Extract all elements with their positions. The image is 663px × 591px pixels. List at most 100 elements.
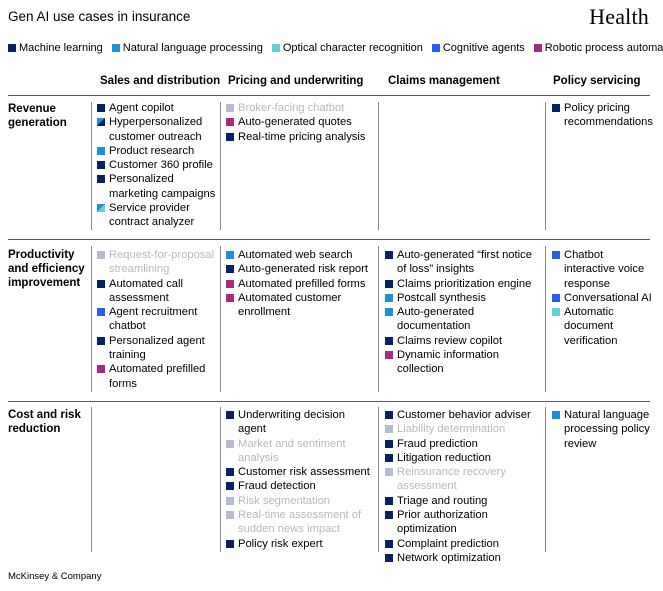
category-swatch: [226, 265, 234, 274]
use-case-label: Agent recruitment chatbot: [109, 306, 198, 333]
cell-revenue-sales: Agent copilot Hyperpersonalized customer …: [97, 101, 217, 230]
category-swatch: [97, 104, 105, 112]
category-swatch: [385, 351, 393, 360]
use-case-label: Automated prefilled forms: [238, 277, 366, 290]
category-swatch: [385, 251, 393, 259]
column-divider: [545, 407, 546, 552]
column-divider: [545, 246, 546, 392]
use-case-item: Auto-generated “first notice of loss” in…: [385, 248, 543, 277]
use-case-label: Chatbot interactive voice response: [564, 249, 645, 290]
use-case-label: Fraud prediction: [397, 437, 478, 450]
category-swatch: [552, 251, 560, 259]
legend-item-ocr: Optical character recognition: [271, 42, 423, 54]
use-case-item: Risk segmentation: [226, 494, 376, 508]
row-label-productivity: Productivity and efficiency improvement: [8, 249, 85, 289]
use-case-item: Hyperpersonalized customer outreach: [97, 115, 217, 144]
use-case-item: Customer risk assessment: [226, 465, 376, 479]
cell-revenue-pricing: Broker-facing chatbot Auto-generated quot…: [226, 101, 376, 144]
use-case-item: Policy pricing recommendations: [552, 101, 656, 130]
use-case-label: Prior authorization optimization: [397, 509, 488, 536]
use-case-item: Reinsurance recovery assessment: [385, 465, 543, 494]
use-case-item: Underwriting decision agent: [226, 408, 376, 437]
category-swatch: [226, 293, 234, 302]
use-case-label: Real-time assessment of sudden news impa…: [238, 509, 362, 536]
use-case-item: Service provider contract analyzer: [97, 201, 217, 230]
use-case-label: Litigation reduction: [397, 451, 491, 464]
use-case-label: Claims review copilot: [397, 334, 503, 347]
use-case-label: Automated call assessment: [109, 277, 184, 304]
category-swatch: [226, 104, 234, 112]
category-swatch: [226, 251, 234, 259]
use-case-item: Postcall synthesis: [385, 291, 543, 305]
category-swatch: [385, 439, 393, 448]
category-swatch: [552, 293, 560, 302]
category-swatch: [226, 496, 234, 505]
use-case-label: Hyperpersonalized customer outreach: [109, 116, 203, 143]
use-case-label: Personalized agent training: [109, 334, 205, 362]
use-case-label: Customer behavior adviser: [397, 409, 531, 421]
use-case-label: Claims prioritization engine: [397, 277, 532, 290]
use-case-item: Product research: [97, 144, 217, 158]
column-header-sales: Sales and distribution: [100, 75, 221, 87]
legend-label: Cognitive agents: [442, 42, 525, 54]
use-case-item: Automated prefilled forms: [97, 362, 217, 391]
use-case-label: Automated web search: [238, 249, 353, 261]
use-case-item: Automatic document verification: [552, 305, 656, 348]
use-case-label: Market and sentiment analysis: [238, 437, 346, 464]
category-swatch: [385, 336, 393, 345]
category-swatch: [97, 146, 105, 155]
footer-source: McKinsey & Company: [8, 571, 102, 582]
category-swatch: [226, 132, 234, 141]
row-divider: [8, 401, 650, 402]
use-case-item: Real-time pricing analysis: [226, 130, 376, 144]
column-divider: [220, 246, 221, 392]
use-case-item: Fraud detection: [226, 479, 376, 493]
use-case-label: Dynamic information collection: [397, 349, 499, 376]
use-case-label: Automated customer enrollment: [238, 291, 342, 319]
use-case-item: Broker-facing chatbot: [226, 101, 376, 115]
use-case-item: Auto-generated quotes: [226, 115, 376, 129]
use-case-item: Automated web search: [226, 248, 376, 262]
category-swatch: [97, 118, 105, 127]
category-swatch: [226, 118, 234, 127]
legend-swatch: [8, 44, 16, 52]
use-case-item: Complaint prediction: [385, 537, 543, 551]
use-case-label: Request-for-proposal streamlining: [109, 249, 215, 276]
category-swatch: [385, 293, 393, 302]
use-case-item: Customer 360 profile: [97, 158, 217, 172]
use-case-item: Claims prioritization engine: [385, 277, 543, 291]
use-case-label: Real-time pricing analysis: [238, 130, 366, 143]
legend-swatch: [533, 44, 542, 52]
legend-item-rpa: Robotic process automation: [533, 42, 663, 54]
cell-cost-risk-pricing: Underwriting decision agent Market and se…: [226, 408, 376, 551]
use-case-item: Conversational AI: [552, 291, 656, 305]
use-case-item: Auto-generated documentation: [385, 305, 543, 334]
use-case-label: Fraud detection: [238, 480, 316, 493]
legend-item-nlp: Natural language processing: [111, 42, 263, 54]
category-swatch: [385, 468, 393, 477]
use-case-label: Product research: [109, 144, 195, 157]
use-case-item: Agent recruitment chatbot: [97, 305, 217, 334]
category-swatch: [385, 539, 393, 548]
category-swatch: [385, 553, 393, 562]
brand-logo: Health: [589, 4, 649, 29]
use-case-label: Natural language processing policy revie…: [564, 409, 650, 450]
legend-item-cognitive-agents: Cognitive agents: [431, 42, 525, 54]
category-swatch: [385, 453, 393, 462]
category-swatch: [552, 104, 560, 112]
legend-swatch: [111, 44, 120, 52]
use-case-item: Customer behavior adviser: [385, 408, 543, 422]
category-swatch: [97, 365, 105, 374]
column-divider: [91, 102, 92, 230]
category-swatch: [97, 161, 105, 170]
use-case-label: Risk segmentation: [238, 494, 331, 507]
cell-revenue-policy: Policy pricing recommendations: [552, 101, 656, 130]
category-swatch: [226, 279, 234, 288]
use-case-item: Fraud prediction: [385, 437, 543, 451]
use-case-label: Customer 360 profile: [109, 159, 213, 172]
row-divider: [8, 95, 650, 96]
use-case-item: Auto-generated risk report: [226, 262, 376, 276]
use-case-item: Request-for-proposal streamlining: [97, 248, 217, 277]
use-case-label: Personalized marketing campaigns: [109, 173, 216, 200]
use-case-label: Broker-facing chatbot: [238, 102, 345, 114]
